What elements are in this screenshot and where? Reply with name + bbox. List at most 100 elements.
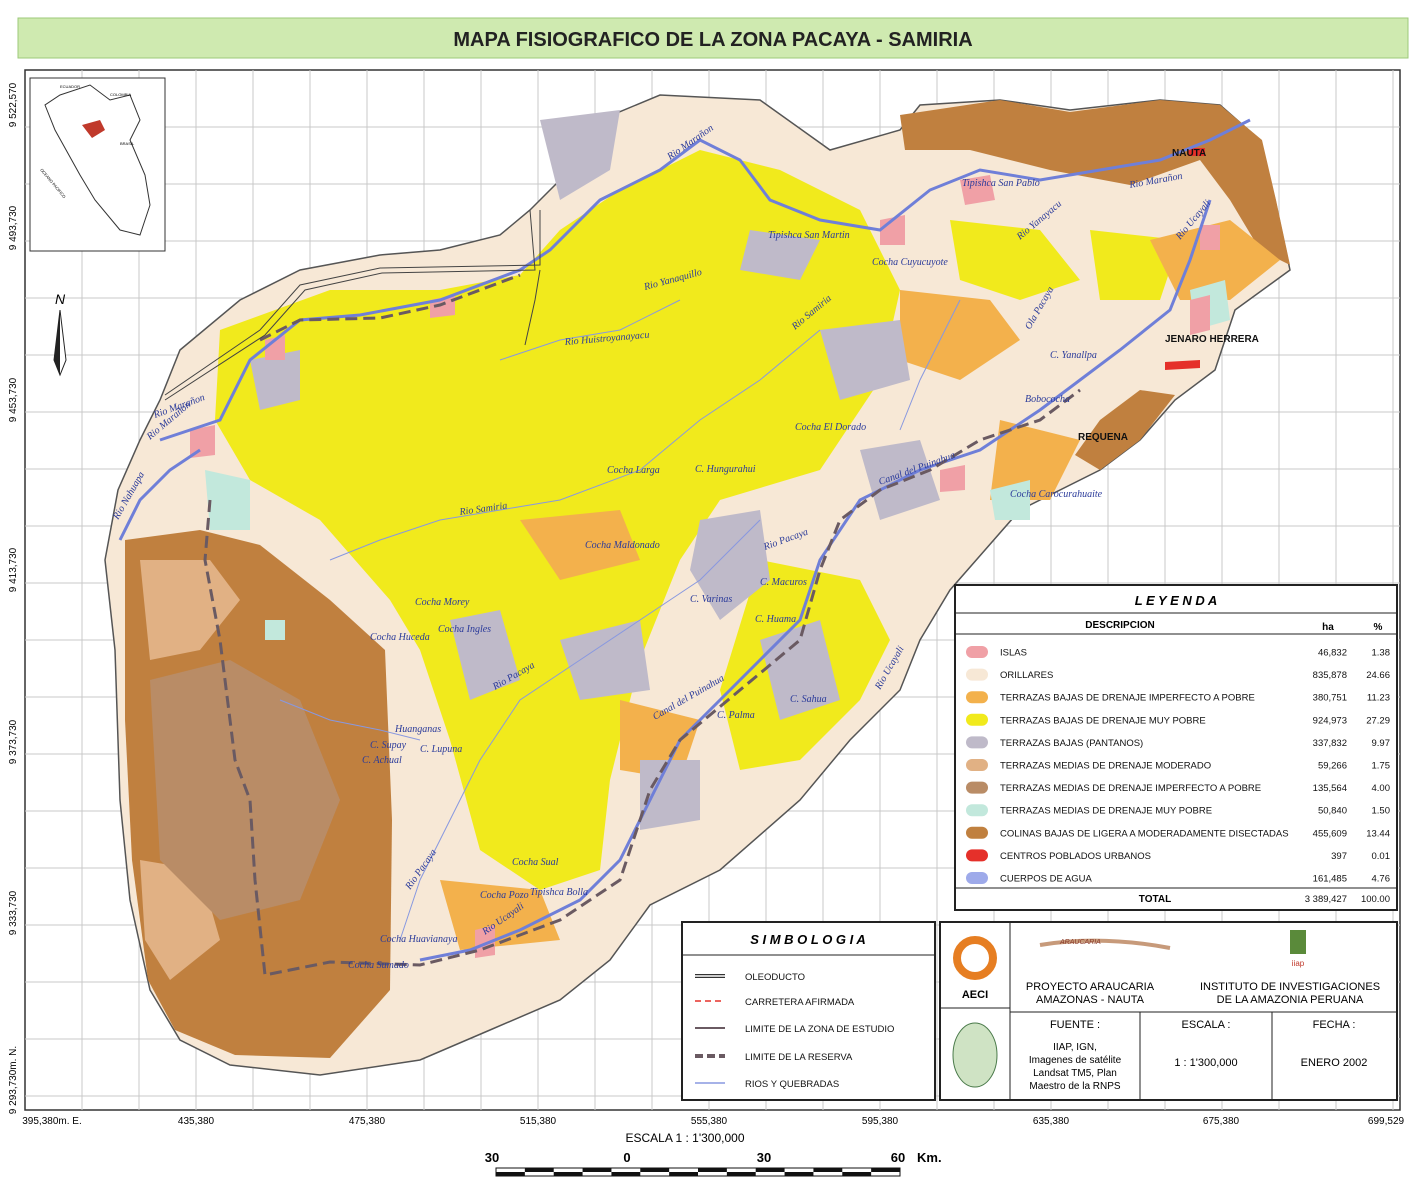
place-label: C. Yanallpa (1050, 350, 1097, 361)
x-coordinate-label: 675,380 (1203, 1116, 1240, 1127)
legend-title: L E Y E N D A (1135, 593, 1218, 608)
place-label: Cocha Sumado (348, 960, 409, 971)
legend-ha: 924,973 (1313, 715, 1347, 726)
legend-swatch (966, 872, 988, 884)
place-label: Tipishca Bolla (530, 887, 588, 898)
scale-label: 30 (757, 1150, 771, 1165)
legend-total-pct: 100.00 (1361, 894, 1390, 905)
legend-ha: 135,564 (1313, 783, 1347, 794)
river (419, 199, 1212, 962)
legend-pct: 4.00 (1372, 783, 1391, 794)
legend-name: TERRAZAS MEDIAS DE DRENAJE MUY POBRE (1000, 806, 1212, 817)
legend-swatch (966, 668, 988, 681)
stream (639, 329, 821, 471)
streams (279, 299, 961, 941)
legend-swatch (966, 781, 988, 794)
legend-pct: 24.66 (1366, 670, 1390, 681)
pipeline-line (164, 210, 541, 396)
legend-name: COLINAS BAJAS DE LIGERA A MODERADAMENTE … (1000, 828, 1289, 839)
scale-title: ESCALA 1 : 1'300,000 (625, 1131, 744, 1145)
stream (899, 299, 961, 431)
scale-segment (582, 1168, 612, 1172)
place-label: C. Sahua (790, 694, 827, 705)
legend-swatch (966, 849, 988, 862)
legend-swatch (966, 713, 988, 726)
scale-segments (496, 1168, 900, 1176)
place-label: Huanganas (394, 724, 441, 735)
legend-pct: 1.75 (1372, 761, 1391, 772)
legend: L E Y E N D A DESCRIPCION ha % ISLAS 46,8… (954, 584, 1398, 911)
legend-swatch (966, 736, 988, 749)
hills-east (1075, 390, 1175, 470)
place-label: Cocha Maldonado (585, 540, 660, 551)
x-coordinate-label: 475,380 (349, 1116, 386, 1127)
legend-swatch (966, 804, 988, 817)
simbologia-item: RIOS Y QUEBRADAS (745, 1079, 839, 1090)
legend-pct: 27.29 (1366, 715, 1390, 726)
legend-pct: 9.97 (1372, 738, 1391, 749)
institute-line: INSTITUTO DE INVESTIGACIONES (1200, 981, 1380, 993)
place-label: C. Hungurahui (695, 464, 756, 475)
place-label: C. Huama (755, 614, 796, 625)
place-label: Cocha Huceda (370, 632, 430, 643)
scale-segment (871, 1168, 900, 1172)
fuente-line: Imagenes de satélite (1029, 1055, 1122, 1066)
legend-pct: 0.01 (1372, 851, 1391, 862)
simbologia-item: LIMITE DE LA ZONA DE ESTUDIO (745, 1024, 894, 1035)
inset-label: ECUADOR (60, 84, 80, 89)
legend-ha: 835,878 (1313, 670, 1347, 681)
legend-name: TERRAZAS BAJAS (PANTANOS) (1000, 738, 1143, 749)
y-coordinate-label: 9 293,730m. N. (8, 1046, 19, 1114)
legend-name: CUERPOS DE AGUA (1000, 874, 1093, 885)
scale-segment (524, 1168, 554, 1172)
legend-ha: 161,485 (1313, 874, 1347, 885)
inset-label: BRASIL (120, 141, 135, 146)
place-label: Cocha Sual (512, 857, 559, 868)
institute-line: DE LA AMAZONIA PERUANA (1217, 994, 1364, 1006)
scale-segment (842, 1172, 872, 1176)
x-coordinate-label: 515,380 (520, 1116, 557, 1127)
peru-outline (44, 84, 151, 236)
legend-pct: 13.44 (1366, 828, 1390, 839)
scale-segment (784, 1172, 814, 1176)
scale-label: 0 (623, 1150, 630, 1165)
scale-segment (698, 1168, 727, 1172)
place-label: Cocha Ingles (438, 624, 491, 635)
legend-swatch (966, 759, 988, 771)
legend-rows: ISLAS 46,832 1.38 ORILLARES 835,878 24.66 TERR… (966, 646, 1390, 885)
river (118, 448, 201, 541)
place-label: Cocha Carocurahuaite (1010, 489, 1103, 500)
legend-swatch (966, 826, 988, 839)
simbologia-frame (681, 921, 936, 1101)
terraces-very-poor-2 (720, 220, 1180, 770)
scale-segment (755, 1168, 785, 1172)
legend-name: ISLAS (1000, 648, 1027, 659)
hills-northeast (900, 100, 1290, 265)
medium-terraces (140, 560, 240, 980)
swamps (250, 110, 940, 830)
x-coordinate-label: 635,380 (1033, 1116, 1070, 1127)
map-body (104, 94, 1291, 1076)
reserve-limit (203, 273, 1081, 977)
north-label: N (55, 291, 66, 307)
legend-pct: 4.76 (1372, 874, 1391, 885)
legend-header: % (1374, 622, 1383, 633)
legend-name: ORILLARES (1000, 670, 1053, 681)
title-bar (17, 17, 1409, 59)
simbologia-item: CARRETERA AFIRMADA (745, 997, 855, 1008)
legend-ha: 380,751 (1313, 693, 1347, 704)
simbologia: S I M B O L O G I A OLEODUCTO CARRETERA … (681, 921, 936, 1101)
inset-label: COLOMBIA (110, 92, 131, 97)
scale-label: Km. (917, 1150, 942, 1165)
aeci-logo (953, 936, 997, 980)
credits: AECI ARAUCARIA PROYECTO ARAUCARIA AMAZON… (939, 921, 1398, 1101)
legend-swatch (966, 691, 988, 704)
legend-header: DESCRIPCION (1085, 620, 1154, 631)
legend-ha: 46,832 (1318, 648, 1347, 659)
legend-total-ha: 3 389,427 (1305, 894, 1347, 905)
place-label: Cocha El Dorado (795, 422, 866, 433)
place-label: C. Macuros (760, 577, 807, 588)
project-line: AMAZONAS - NAUTA (1036, 994, 1145, 1006)
river (159, 118, 1251, 442)
legend-pct: 1.50 (1372, 806, 1391, 817)
